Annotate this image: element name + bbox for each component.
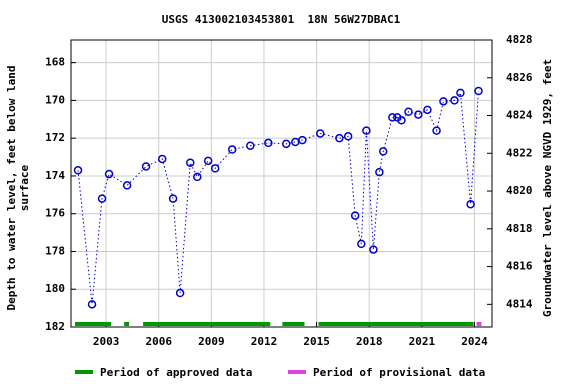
data-point [397,115,406,125]
data-point [378,147,388,156]
data-point [227,145,237,154]
data-point [291,137,300,147]
y2-tick-label: 4828 [506,33,533,46]
y2-axis-label: Groundwater level above NGVD 1929, feet [541,59,554,317]
data-point [439,97,448,106]
y2-tick-label: 4818 [506,222,533,235]
period-bar [143,322,271,326]
period-bar [476,322,482,326]
y2-tick-label: 4816 [506,260,533,273]
data-point [369,245,378,254]
data-point [456,88,465,98]
period-bar [318,322,474,326]
data-point [432,126,441,135]
data-point [246,141,255,150]
x-tick-label: 2009 [198,335,225,348]
y-tick-label: 168 [45,56,65,69]
data-point [157,154,167,164]
x-tick-label: 2018 [356,335,383,348]
y-tick-label: 172 [45,131,65,144]
data-point [404,107,413,116]
y-tick-label: 176 [45,207,65,220]
data-point [203,156,213,166]
data-point [466,200,475,209]
data-point [104,169,114,179]
data-point [316,129,325,138]
data-point [362,126,371,135]
legend-label: Period of approved data [100,366,252,379]
data-point [141,162,151,171]
data-point [388,113,397,122]
y2-tick-label: 4824 [506,109,533,122]
data-point [281,139,291,149]
data-point [357,239,366,249]
y2-tick-label: 4820 [506,184,533,197]
plot-frame [70,39,493,328]
y-tick-label: 170 [45,93,65,106]
data-point [73,166,83,175]
x-tick-label: 2015 [303,335,330,348]
legend-label: Period of provisional data [313,366,485,379]
x-tick-label: 2006 [145,335,172,348]
x-tick-label: 2021 [409,335,436,348]
data-point [210,164,220,173]
period-bar [75,322,112,326]
x-tick-label: 2003 [93,335,120,348]
chart-title: USGS 413002103453801 18N 56W27DBAC1 [162,13,401,26]
period-bar [282,322,305,326]
data-point [335,133,344,143]
data-point [450,96,459,105]
data-point [168,194,178,203]
data-point [375,167,384,177]
period-bar [124,322,130,326]
y2-tick-label: 4814 [506,297,533,310]
data-point [175,288,185,298]
y-axis-label: Depth to water level, feet below land [5,65,18,310]
data-point [122,181,132,190]
data-point [474,86,483,96]
data-point [350,211,360,220]
y2-tick-label: 4822 [506,146,533,159]
data-point [87,300,97,309]
data-point [193,172,202,182]
data-point [186,158,195,167]
data-point [97,194,107,203]
data-line [77,90,479,305]
data-point [298,135,307,145]
y-tick-label: 178 [45,244,65,257]
y-tick-label: 180 [45,282,65,295]
x-tick-label: 2024 [461,335,488,348]
data-point [264,138,273,148]
y-tick-label: 182 [45,320,65,333]
data-point [343,132,353,141]
data-point [423,105,432,115]
data-point [414,110,423,119]
y2-tick-label: 4826 [506,71,533,84]
y-tick-label: 174 [45,169,65,182]
y-axis-label: surface [18,164,31,211]
x-tick-label: 2012 [251,335,278,348]
